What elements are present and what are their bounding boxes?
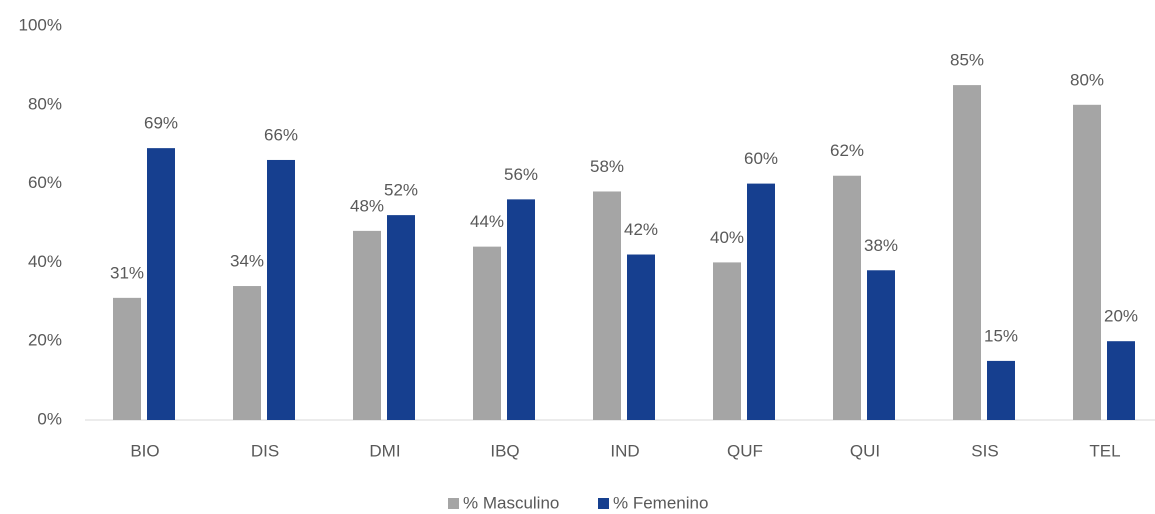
bar: [867, 270, 895, 420]
data-label: 69%: [144, 114, 178, 133]
bar: [627, 254, 655, 420]
data-label: 56%: [504, 165, 538, 184]
bar: [473, 246, 501, 420]
bar: [387, 215, 415, 420]
x-tick-label: DMI: [369, 441, 400, 460]
bar: [747, 183, 775, 420]
x-tick-label: QUF: [727, 441, 763, 460]
y-tick-label: 20%: [28, 331, 62, 350]
x-tick-label: IND: [610, 441, 639, 460]
bar: [233, 286, 261, 420]
x-tick-label: QUI: [850, 441, 880, 460]
bar: [267, 159, 295, 420]
bar: [507, 199, 535, 420]
bar: [953, 85, 981, 420]
x-tick-label: SIS: [971, 441, 998, 460]
x-tick-label: TEL: [1089, 441, 1120, 460]
y-tick-label: 80%: [28, 94, 62, 113]
bar: [713, 262, 741, 420]
legend-label: % Masculino: [463, 493, 559, 512]
data-label: 40%: [710, 228, 744, 247]
legend-label: % Femenino: [613, 493, 708, 512]
data-label: 20%: [1104, 307, 1138, 326]
data-label: 31%: [110, 263, 144, 282]
data-label: 38%: [864, 236, 898, 255]
data-label: 34%: [230, 252, 264, 271]
bar: [987, 360, 1015, 420]
y-tick-label: 40%: [28, 252, 62, 271]
data-label: 42%: [624, 220, 658, 239]
x-tick-label: BIO: [130, 441, 159, 460]
x-tick-label: DIS: [251, 441, 279, 460]
legend-swatch: [598, 498, 609, 509]
data-label: 85%: [950, 51, 984, 70]
data-label: 48%: [350, 196, 384, 215]
bar: [833, 175, 861, 420]
data-label: 60%: [744, 149, 778, 168]
data-label: 66%: [264, 125, 298, 144]
y-tick-label: 0%: [37, 409, 62, 428]
bar: [113, 297, 141, 420]
y-tick-label: 60%: [28, 173, 62, 192]
bar: [147, 148, 175, 420]
legend-swatch: [448, 498, 459, 509]
data-label: 44%: [470, 212, 504, 231]
data-label: 80%: [1070, 70, 1104, 89]
x-tick-label: IBQ: [490, 441, 519, 460]
data-label: 62%: [830, 141, 864, 160]
bar: [353, 230, 381, 420]
data-label: 15%: [984, 326, 1018, 345]
bar: [1107, 341, 1135, 420]
bar: [593, 191, 621, 420]
data-label: 58%: [590, 157, 624, 176]
y-tick-label: 100%: [19, 15, 62, 34]
bar: [1073, 104, 1101, 421]
data-label: 52%: [384, 181, 418, 200]
